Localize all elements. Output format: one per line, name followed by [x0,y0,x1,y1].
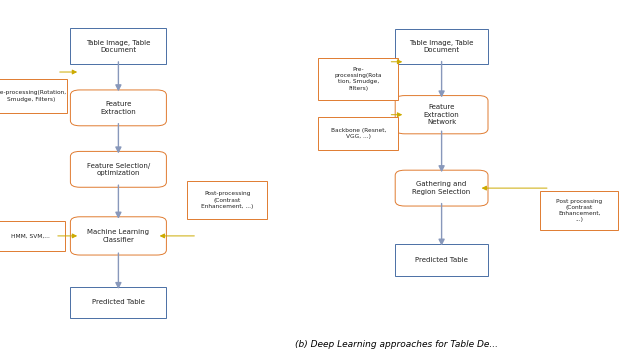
FancyBboxPatch shape [70,287,166,318]
Text: Post processing
(Contrast
Enhancement,
...): Post processing (Contrast Enhancement, .… [556,199,602,222]
FancyBboxPatch shape [0,78,67,113]
Text: Feature
Extraction: Feature Extraction [100,101,136,115]
FancyBboxPatch shape [70,151,166,187]
FancyBboxPatch shape [540,191,618,230]
Text: Machine Learning
Classifier: Machine Learning Classifier [88,229,149,243]
Text: Backbone (Resnet,
VGG, ...): Backbone (Resnet, VGG, ...) [331,128,386,139]
Text: HMM, SVM,...: HMM, SVM,... [12,233,50,238]
Text: Table Image, Table
Document: Table Image, Table Document [410,40,474,53]
Text: Gathering and
Region Selection: Gathering and Region Selection [412,181,471,195]
Text: Feature Selection/
optimization: Feature Selection/ optimization [87,163,150,176]
Text: Predicted Table: Predicted Table [415,257,468,263]
Text: Feature
Extraction
Network: Feature Extraction Network [424,104,460,125]
FancyBboxPatch shape [395,244,488,276]
Text: Table Image, Table
Document: Table Image, Table Document [86,40,150,53]
FancyBboxPatch shape [70,29,166,64]
Text: Predicted Table: Predicted Table [92,300,145,306]
FancyBboxPatch shape [319,117,398,150]
FancyBboxPatch shape [395,170,488,206]
Text: (b) Deep Learning approaches for Table De...: (b) Deep Learning approaches for Table D… [295,340,499,349]
FancyBboxPatch shape [187,181,268,219]
Text: Pre-processing(Rotation,
Smudge, Filters): Pre-processing(Rotation, Smudge, Filters… [0,90,67,101]
FancyBboxPatch shape [395,96,488,134]
Text: Pre-
processing(Rota
tion, Smudge,
Filters): Pre- processing(Rota tion, Smudge, Filte… [335,67,382,91]
Text: Post-processing
(Contrast
Enhancement, ...): Post-processing (Contrast Enhancement, .… [201,191,253,209]
FancyBboxPatch shape [70,217,166,255]
FancyBboxPatch shape [70,90,166,126]
FancyBboxPatch shape [0,221,65,251]
FancyBboxPatch shape [395,29,488,64]
FancyBboxPatch shape [319,58,398,100]
